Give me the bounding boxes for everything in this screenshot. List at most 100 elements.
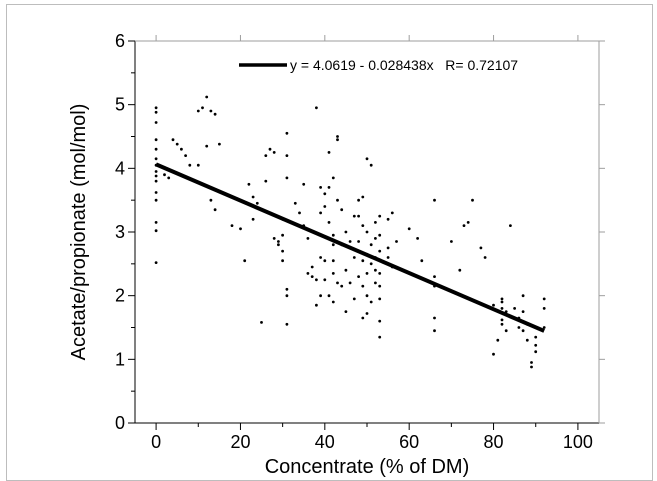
data-point bbox=[154, 147, 158, 151]
y-axis-ticks: 0 1 2 3 4 5 6 bbox=[115, 31, 605, 433]
data-point bbox=[348, 240, 352, 243]
data-point bbox=[239, 227, 242, 231]
data-point bbox=[171, 138, 175, 142]
data-point bbox=[315, 303, 318, 307]
data-point bbox=[154, 261, 158, 264]
data-point bbox=[315, 278, 318, 282]
data-point bbox=[357, 275, 360, 278]
data-point bbox=[264, 179, 268, 183]
data-point bbox=[433, 275, 436, 278]
data-point bbox=[209, 109, 213, 113]
data-point bbox=[374, 237, 377, 240]
data-point bbox=[542, 326, 546, 329]
data-point bbox=[281, 249, 284, 253]
data-point bbox=[251, 217, 255, 221]
data-point bbox=[336, 281, 339, 285]
data-point bbox=[154, 110, 158, 114]
data-point bbox=[281, 233, 284, 237]
data-point bbox=[277, 243, 280, 247]
data-point bbox=[534, 343, 538, 347]
scatter-chart: 0 20 40 60 80 100 0 1 2 3 4 5 6 y = 4.0619 - 0.0284… bbox=[68, 31, 605, 478]
x-axis-label: Concentrate (% of DM) bbox=[265, 456, 470, 478]
data-point bbox=[154, 106, 158, 110]
data-point bbox=[243, 259, 247, 263]
data-point bbox=[277, 240, 280, 243]
data-point bbox=[285, 131, 289, 135]
data-point bbox=[154, 179, 158, 183]
x-tick-label: 100 bbox=[563, 432, 593, 452]
data-point bbox=[361, 316, 365, 320]
data-point bbox=[378, 297, 382, 301]
data-point bbox=[319, 294, 322, 298]
regression-line bbox=[155, 162, 545, 333]
data-point bbox=[500, 307, 504, 310]
y-tick-label: 6 bbox=[115, 31, 125, 51]
data-point bbox=[352, 214, 356, 218]
data-point bbox=[327, 186, 331, 189]
data-point bbox=[365, 294, 369, 298]
data-point bbox=[390, 211, 394, 215]
data-point bbox=[521, 310, 525, 313]
data-point bbox=[386, 256, 390, 259]
data-point bbox=[336, 198, 339, 202]
data-point bbox=[327, 221, 331, 224]
data-point bbox=[268, 147, 272, 151]
data-point bbox=[357, 214, 360, 218]
data-point bbox=[357, 198, 360, 202]
data-point bbox=[154, 229, 158, 233]
data-point bbox=[500, 300, 504, 304]
x-tick-label: 80 bbox=[484, 432, 504, 452]
data-point bbox=[386, 246, 390, 250]
data-point bbox=[285, 176, 289, 180]
y-tick-label: 3 bbox=[115, 222, 125, 242]
data-point bbox=[336, 138, 339, 142]
y-tick-label: 2 bbox=[115, 286, 125, 306]
data-point bbox=[293, 201, 297, 205]
data-point bbox=[175, 142, 179, 146]
data-point bbox=[340, 208, 344, 212]
data-point bbox=[492, 303, 495, 307]
data-point bbox=[154, 174, 158, 178]
data-point bbox=[530, 361, 533, 364]
data-point bbox=[344, 268, 348, 272]
data-point bbox=[340, 284, 344, 288]
data-point bbox=[361, 259, 365, 263]
data-point bbox=[496, 338, 500, 342]
data-point bbox=[331, 176, 335, 180]
data-point bbox=[386, 217, 390, 221]
data-point bbox=[319, 211, 322, 215]
data-point bbox=[521, 329, 525, 333]
data-point bbox=[264, 154, 268, 158]
data-point bbox=[525, 338, 529, 342]
data-point bbox=[272, 237, 276, 240]
data-point bbox=[500, 297, 504, 301]
data-point bbox=[378, 233, 382, 237]
data-point bbox=[352, 256, 356, 259]
data-point bbox=[323, 259, 327, 263]
data-point bbox=[331, 300, 335, 304]
data-point bbox=[369, 243, 373, 247]
data-point bbox=[319, 186, 322, 189]
data-point bbox=[306, 272, 310, 275]
data-point bbox=[310, 265, 314, 269]
data-point bbox=[285, 154, 289, 158]
data-point bbox=[285, 322, 289, 326]
data-point bbox=[196, 109, 200, 113]
data-point bbox=[272, 151, 276, 154]
data-point bbox=[361, 284, 365, 288]
data-point bbox=[327, 294, 331, 298]
data-point bbox=[433, 316, 436, 320]
data-point bbox=[213, 208, 217, 212]
data-point bbox=[281, 259, 284, 263]
data-point bbox=[154, 170, 158, 173]
data-point bbox=[483, 256, 487, 259]
data-point bbox=[247, 182, 251, 186]
x-tick-label: 0 bbox=[151, 432, 161, 452]
data-point bbox=[374, 281, 377, 285]
y-tick-label: 4 bbox=[115, 158, 125, 178]
data-point bbox=[462, 224, 466, 228]
data-point bbox=[188, 163, 192, 167]
data-point bbox=[513, 307, 516, 310]
data-point bbox=[323, 278, 327, 282]
data-point bbox=[331, 272, 335, 275]
